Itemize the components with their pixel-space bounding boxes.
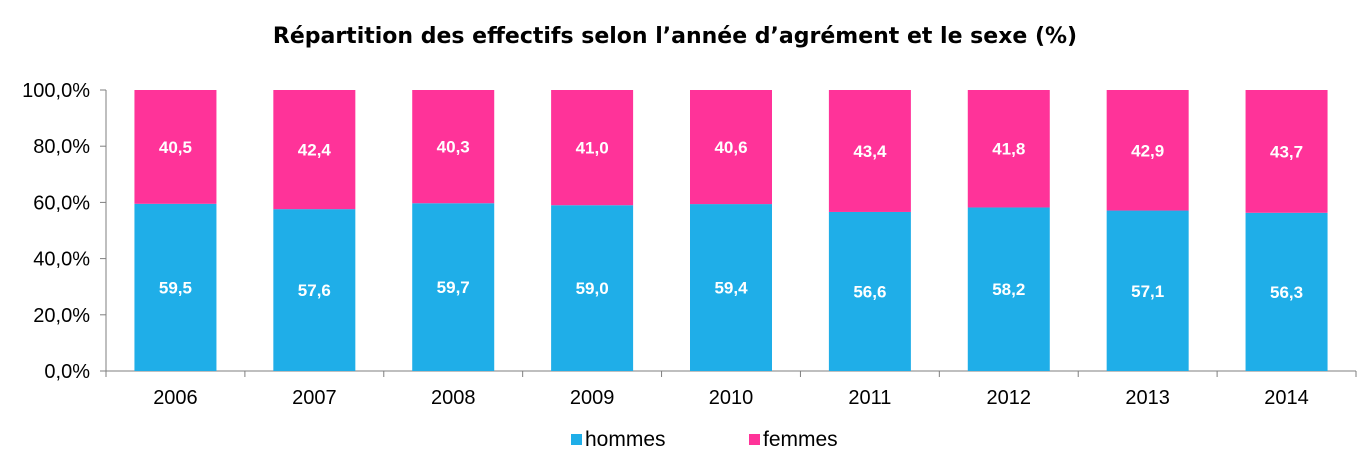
x-tick-label: 2011	[848, 387, 891, 409]
bar-femmes-2010	[690, 90, 772, 205]
data-label-femmes-2010: 40,6	[714, 138, 747, 157]
data-label-femmes-2007: 42,4	[298, 141, 332, 160]
bar-femmes-2011	[828, 90, 911, 212]
y-tick-label: 0,0%	[44, 361, 90, 383]
y-tick-label: 100,0%	[22, 80, 90, 102]
data-label-hommes-2012: 58,2	[992, 280, 1025, 299]
bar-hommes-2007	[273, 209, 356, 371]
data-label-hommes-2013: 57,1	[1131, 282, 1164, 301]
data-label-femmes-2011: 43,4	[853, 142, 887, 161]
bar-hommes-2012	[967, 207, 1050, 371]
data-label-hommes-2010: 59,4	[714, 279, 748, 298]
data-label-hommes-2009: 59,0	[576, 279, 609, 298]
data-label-hommes-2008: 59,7	[437, 278, 470, 297]
data-label-femmes-2013: 42,9	[1131, 141, 1164, 160]
bar-femmes-2014	[1245, 90, 1328, 213]
x-tick-label: 2007	[292, 387, 337, 409]
legend-swatch-femmes	[749, 434, 760, 445]
x-tick-label: 2014	[1264, 387, 1309, 409]
bar-femmes-2007	[273, 90, 356, 210]
data-label-femmes-2006: 40,5	[159, 138, 192, 157]
data-label-femmes-2012: 41,8	[992, 140, 1025, 159]
data-label-femmes-2014: 43,7	[1270, 142, 1303, 161]
bars: 59,5 40,5 57,6 42,4 59,7 40,3 59,0 41,0 59,4 40,6…	[134, 90, 1328, 371]
legend-label-femmes: femmes	[763, 428, 838, 451]
bar-hommes-2013	[1106, 210, 1189, 371]
bar-hommes-2011	[828, 211, 911, 371]
chart-title: Répartition des effectifs selon l’année …	[273, 24, 1077, 49]
bar-hommes-2006	[134, 203, 217, 371]
bar-femmes-2006	[134, 90, 217, 204]
bar-femmes-2008	[412, 90, 495, 204]
data-label-femmes-2008: 40,3	[437, 138, 470, 157]
data-label-hommes-2007: 57,6	[298, 281, 331, 300]
y-tick-label: 40,0%	[33, 249, 90, 271]
x-axis: 2006 2007 2008 2009 2010 2011 2012 2013 2014	[105, 370, 1357, 409]
x-tick-label: 2013	[1125, 387, 1170, 409]
data-label-hommes-2011: 56,6	[853, 282, 886, 301]
data-label-hommes-2006: 59,5	[159, 278, 192, 297]
bar-femmes-2009	[551, 90, 634, 206]
legend: hommes femmes	[571, 428, 838, 451]
y-tick-label: 20,0%	[33, 305, 90, 327]
bar-hommes-2009	[551, 205, 634, 371]
bar-femmes-2013	[1106, 90, 1189, 211]
x-tick-label: 2006	[153, 387, 198, 409]
x-tick-label: 2012	[987, 387, 1032, 409]
legend-swatch-hommes	[571, 434, 582, 445]
bar-hommes-2010	[690, 204, 772, 371]
y-axis: 0,0% 20,0% 40,0% 60,0% 80,0% 100,0%	[22, 80, 107, 383]
bar-femmes-2012	[967, 90, 1050, 208]
legend-label-hommes: hommes	[585, 428, 666, 451]
x-tick-label: 2008	[431, 387, 476, 409]
bar-hommes-2014	[1245, 212, 1328, 371]
y-tick-label: 60,0%	[33, 192, 90, 214]
bar-hommes-2008	[412, 203, 495, 371]
x-tick-label: 2009	[570, 387, 615, 409]
x-tick-label: 2010	[709, 387, 754, 409]
data-label-femmes-2009: 41,0	[576, 139, 609, 158]
data-label-hommes-2014: 56,3	[1270, 283, 1303, 302]
y-tick-label: 80,0%	[33, 136, 90, 158]
